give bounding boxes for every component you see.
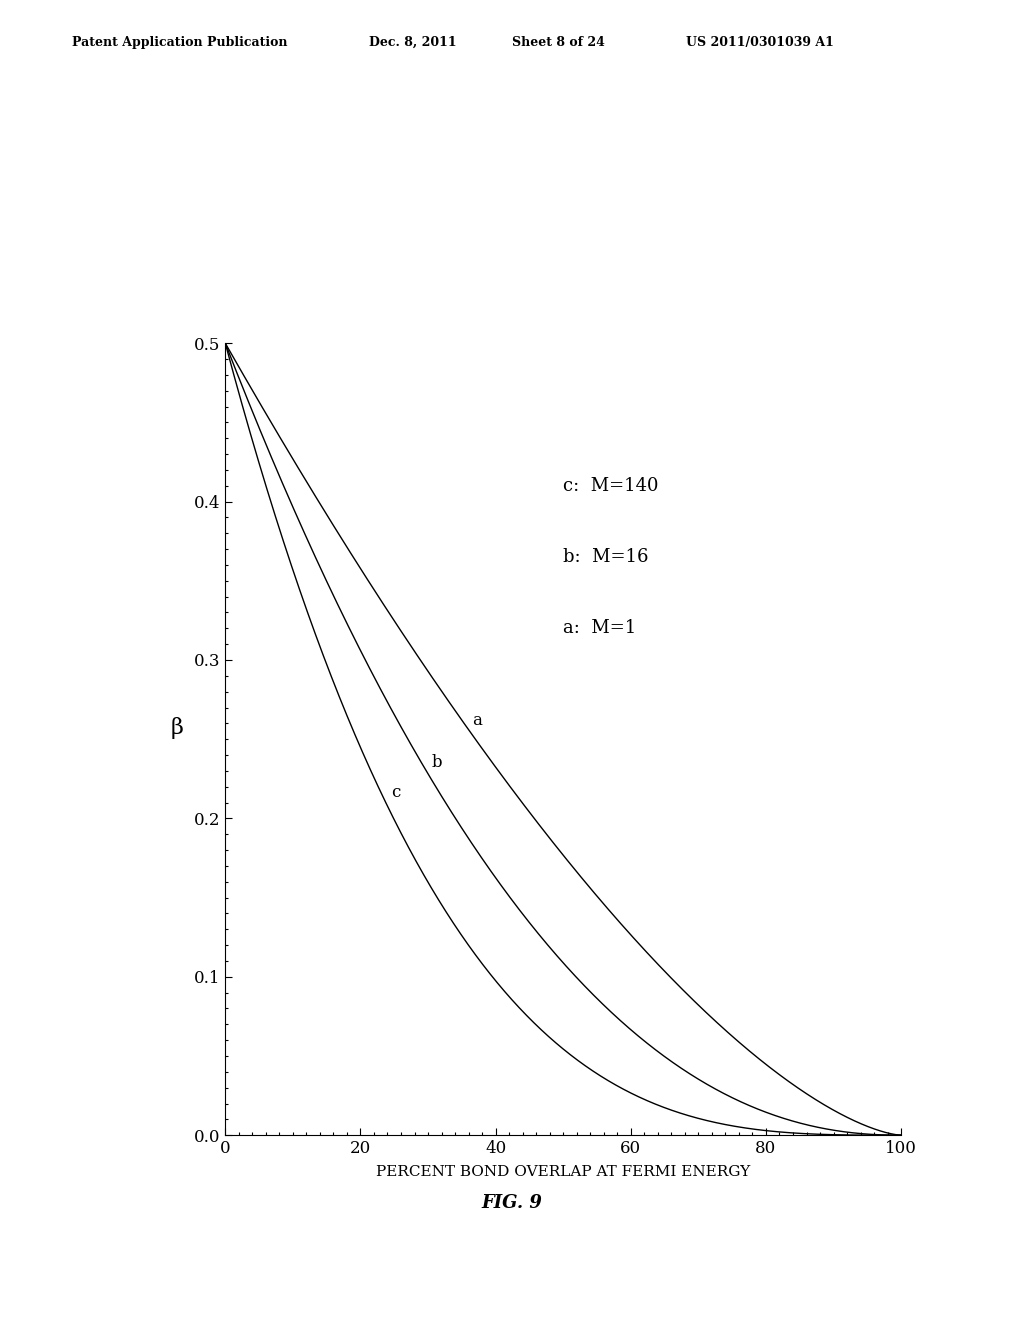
Text: Patent Application Publication: Patent Application Publication (72, 36, 287, 49)
X-axis label: PERCENT BOND OVERLAP AT FERMI ENERGY: PERCENT BOND OVERLAP AT FERMI ENERGY (376, 1166, 751, 1179)
Text: c:  M=140: c: M=140 (563, 477, 658, 495)
Text: FIG. 9: FIG. 9 (481, 1193, 543, 1212)
Text: c: c (391, 784, 400, 800)
Text: a:  M=1: a: M=1 (563, 619, 637, 638)
Text: a: a (472, 711, 482, 729)
Text: b: b (431, 754, 442, 771)
Text: US 2011/0301039 A1: US 2011/0301039 A1 (686, 36, 834, 49)
Text: Sheet 8 of 24: Sheet 8 of 24 (512, 36, 605, 49)
Text: b:  M=16: b: M=16 (563, 548, 648, 566)
Y-axis label: β: β (171, 717, 183, 739)
Text: Dec. 8, 2011: Dec. 8, 2011 (369, 36, 457, 49)
